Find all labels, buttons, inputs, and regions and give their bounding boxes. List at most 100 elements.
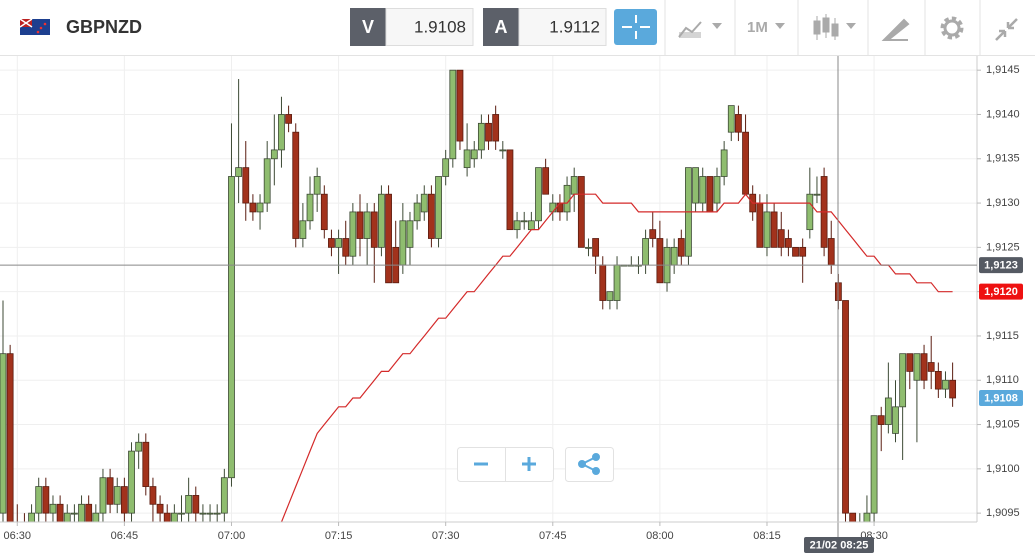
candle-body (427, 193, 435, 239)
candle-body (542, 167, 550, 195)
candle-body (299, 220, 307, 239)
ask-button[interactable] (483, 8, 519, 46)
candle-body (577, 176, 585, 248)
symbol: GBPNZD (66, 17, 142, 37)
plot (0, 69, 957, 522)
candle-body (884, 397, 892, 425)
y-tick-label: 1,9125 (986, 241, 1020, 253)
candle-body (270, 149, 278, 160)
candle-body (228, 176, 235, 479)
candle-body (185, 495, 193, 514)
candle-body (906, 353, 914, 372)
candle-body (320, 193, 328, 231)
candle-body (763, 211, 771, 248)
candle-body (470, 149, 478, 160)
candle-body (656, 238, 664, 284)
x-tick-label: 08:15 (753, 530, 781, 542)
candle-body (849, 512, 857, 522)
y-tick-label: 1,9135 (986, 153, 1020, 165)
candle-body (328, 238, 335, 248)
candle-body (706, 176, 714, 213)
candle-body (520, 220, 528, 223)
candle-body (335, 238, 342, 248)
bid-box (385, 8, 474, 46)
timeframe-arrow (775, 23, 785, 29)
candle-body (178, 512, 185, 515)
candle-body (585, 246, 592, 249)
candle-body (934, 370, 942, 390)
candle-body (556, 202, 564, 213)
candle-body (892, 406, 899, 434)
candle-body (235, 167, 243, 177)
price-tag (979, 389, 1023, 406)
zoom-controls (457, 447, 614, 482)
candle-body (913, 353, 921, 381)
flag (19, 18, 50, 35)
candle-body (285, 114, 293, 124)
candle-body (785, 238, 792, 248)
candle-body (420, 193, 428, 213)
candle-body (0, 353, 7, 514)
drawing-button[interactable] (881, 18, 910, 41)
candle-body (370, 211, 378, 248)
candle-body (42, 486, 50, 514)
candle-body (813, 193, 821, 196)
crosshair-button[interactable] (614, 9, 657, 45)
bid-button[interactable] (350, 8, 386, 46)
candle-body (792, 246, 799, 257)
candle-body (742, 131, 749, 195)
ask-label: A (495, 17, 508, 37)
candle-body (256, 202, 264, 213)
candle-body (499, 149, 507, 152)
collapse-button[interactable] (995, 18, 1018, 41)
candle-body (692, 167, 699, 204)
settings-button[interactable] (940, 16, 964, 40)
price-tag-label: 1,9108 (984, 392, 1018, 404)
x-tick-label: 07:15 (325, 530, 353, 542)
chart-type-button[interactable] (678, 21, 722, 38)
candle-body (106, 477, 114, 505)
candle-body (806, 193, 814, 231)
candle-body (92, 512, 100, 522)
candle-body (613, 264, 621, 301)
y-tick-label: 1,9100 (986, 463, 1020, 475)
candle-body (677, 238, 685, 257)
candle-body (527, 220, 535, 231)
candle-body (399, 220, 407, 266)
candle-body (206, 512, 214, 515)
candle-body (570, 176, 578, 195)
candle-body (35, 486, 43, 514)
candle-body (78, 503, 85, 522)
y-tick-label: 1,9095 (986, 507, 1020, 519)
share-button[interactable] (565, 447, 614, 482)
price-tag (979, 283, 1023, 300)
candle-body (920, 353, 928, 381)
zoom-in[interactable] (522, 457, 536, 471)
ask-price: 1.9112 (549, 17, 600, 36)
candle-body (128, 450, 135, 514)
x-tick-label: 07:00 (218, 530, 246, 542)
candle-body (28, 512, 35, 522)
candle-body (477, 122, 485, 151)
price-tag-label: 1,9123 (984, 259, 1018, 271)
y-tick-label: 1,9140 (986, 108, 1020, 120)
y-tick-label: 1,9110 (986, 374, 1019, 386)
candle-body (827, 238, 835, 266)
candle-button[interactable] (813, 14, 856, 40)
candle-body (720, 149, 728, 177)
candle-body (456, 69, 464, 142)
candle-body (799, 246, 807, 257)
candle-body (378, 193, 385, 248)
timeframe[interactable]: 1M (747, 19, 768, 36)
axes: 1,9095 1,9100 1,9105 1,9110 1,9115 1,9120 1,91… (0, 64, 1023, 542)
y-tick-label: 1,9115 (986, 330, 1019, 342)
candle-body (49, 503, 57, 514)
candle-body (506, 149, 514, 231)
candle-body (142, 441, 150, 487)
ask-box (518, 8, 607, 46)
candle-body (6, 353, 14, 522)
candle-body (870, 415, 878, 514)
candle-body (927, 362, 935, 372)
candle-body (513, 220, 521, 231)
